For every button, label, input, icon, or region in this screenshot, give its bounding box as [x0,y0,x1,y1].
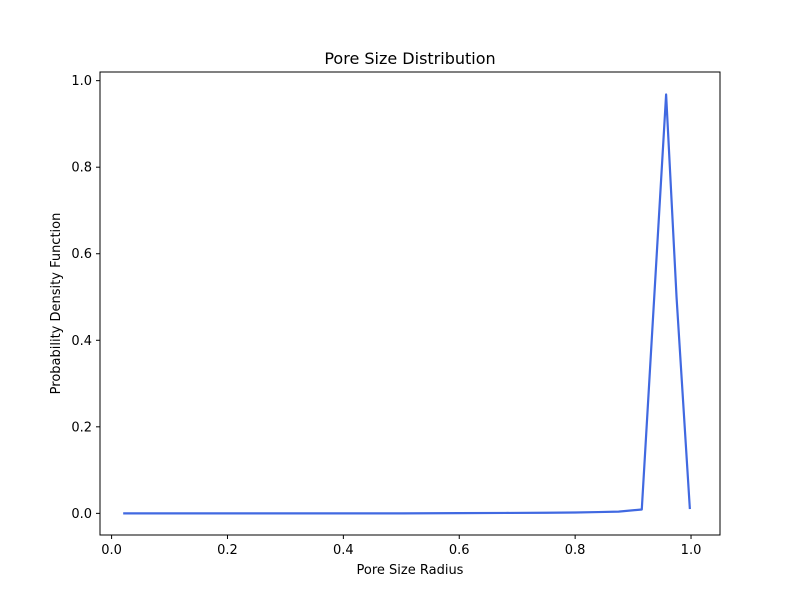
y-tick-label: 1.0 [71,74,92,89]
x-tick-label: 1.0 [681,543,702,558]
chart-title: Pore Size Distribution [324,49,495,68]
x-tick-label: 0.8 [565,543,586,558]
y-tick-label: 0.2 [71,420,92,435]
x-tick-label: 0.6 [449,543,470,558]
x-axis-label: Pore Size Radius [357,563,464,578]
x-tick-label: 0.2 [217,543,238,558]
y-axis: 0.0 0.2 0.4 0.6 0.8 1.0 [71,74,100,522]
y-axis-label: Probability Density Function [49,213,64,395]
x-axis: 0.0 0.2 0.4 0.6 0.8 1.0 [101,535,701,558]
x-tick-label: 0.0 [101,543,122,558]
y-tick-label: 0.8 [71,161,92,176]
plot-area-frame [99,71,721,536]
y-tick-label: 0.0 [71,507,92,522]
y-tick-label: 0.4 [71,334,92,349]
series-layer [123,93,691,515]
x-tick-label: 0.4 [333,543,354,558]
y-tick-label: 0.6 [71,247,92,262]
series-line-0 [123,93,691,515]
